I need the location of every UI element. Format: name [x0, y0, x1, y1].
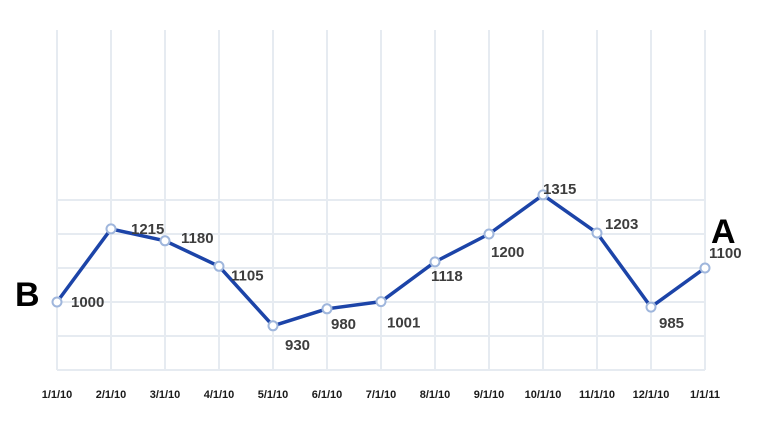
data-label: 985: [659, 315, 684, 332]
data-point: [267, 320, 279, 332]
data-label: 1001: [387, 315, 420, 332]
data-point: [51, 296, 63, 308]
data-label: 1180: [181, 230, 214, 247]
x-tick-label: 12/1/10: [633, 389, 670, 401]
x-tick-label: 1/1/11: [690, 389, 720, 401]
x-tick-label: 4/1/10: [204, 389, 235, 401]
data-label: 1215: [131, 221, 164, 238]
data-points: [51, 189, 711, 332]
data-label: 1000: [71, 294, 104, 311]
end-annotation-label: A: [711, 213, 736, 251]
data-label: 1118: [431, 268, 463, 285]
data-point: [483, 228, 495, 240]
x-tick-label: 1/1/10: [42, 389, 73, 401]
x-tick-label: 5/1/10: [258, 389, 289, 401]
data-label: 1200: [491, 244, 524, 261]
data-point: [321, 303, 333, 315]
x-tick-label: 10/1/10: [525, 389, 562, 401]
data-point: [213, 260, 225, 272]
x-tick-label: 11/1/10: [579, 389, 615, 401]
data-point: [699, 262, 711, 274]
x-tick-label: 6/1/10: [312, 389, 343, 401]
data-point: [429, 256, 441, 268]
data-labels: 1000 1215 1180 1105 930 980 1001 1118 1200 1315 12…: [71, 181, 742, 354]
x-tick-label: 8/1/10: [420, 389, 451, 401]
x-tick-label: 2/1/10: [96, 389, 127, 401]
data-label: 1105: [231, 267, 264, 284]
start-annotation-label: B: [15, 276, 40, 314]
data-label: 930: [285, 337, 310, 354]
data-point: [159, 235, 171, 247]
data-point: [105, 223, 117, 235]
data-label: 1315: [543, 181, 576, 198]
data-point: [375, 296, 387, 308]
data-label: 980: [331, 316, 356, 333]
data-point: [591, 227, 603, 239]
data-point: [645, 301, 657, 313]
x-axis-tick-labels: 1/1/10 2/1/10 3/1/10 4/1/10 5/1/10 6/1/10 7/1/…: [42, 389, 720, 401]
data-label: 1100: [709, 245, 742, 262]
data-label: 1203: [605, 216, 638, 233]
x-tick-label: 7/1/10: [366, 389, 397, 401]
x-tick-label: 9/1/10: [474, 389, 505, 401]
grid: [56, 30, 706, 371]
x-tick-label: 3/1/10: [150, 389, 181, 401]
data-point: [537, 189, 549, 201]
